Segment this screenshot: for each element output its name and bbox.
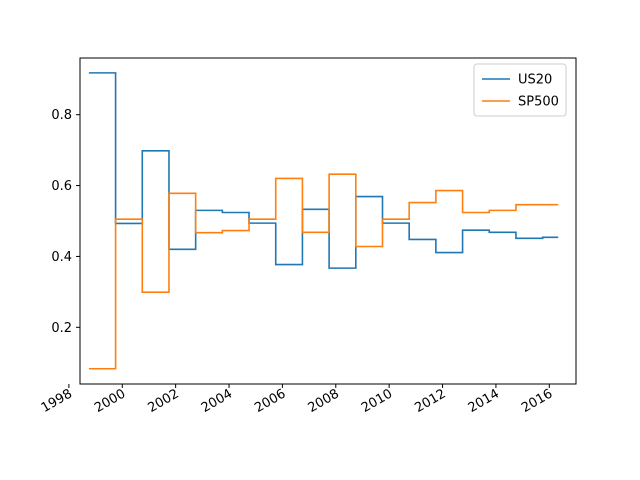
y-tick-label-0.6: 0.6 [51, 179, 72, 194]
y-tick-label-0.4: 0.4 [51, 250, 72, 265]
y-tick-label-0.2: 0.2 [51, 321, 72, 336]
y-axis: 0.2 0.4 0.6 0.8 [51, 108, 80, 336]
y-tick-label-0.8: 0.8 [51, 108, 72, 123]
series-line-sp500 [88, 173, 559, 370]
legend: US20 SP500 [473, 63, 567, 117]
series-layer [88, 72, 559, 370]
legend-label-sp500: SP500 [518, 95, 559, 110]
legend-box [473, 63, 567, 117]
legend-label-us20: US20 [518, 73, 552, 88]
plot-frame [79, 57, 577, 385]
